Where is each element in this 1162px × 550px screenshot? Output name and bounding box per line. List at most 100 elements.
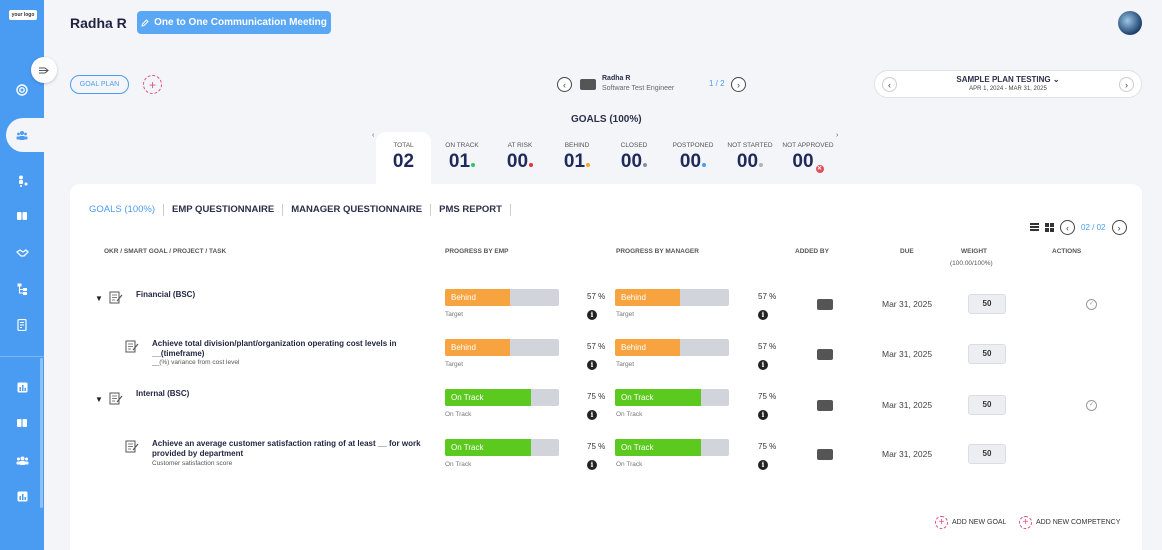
list-view-icon[interactable] [1030, 223, 1039, 232]
tab-manager-questionnaire[interactable]: MANAGER QUESTIONNAIRE [291, 204, 432, 216]
info-icon[interactable]: i [587, 410, 597, 420]
check-circle-icon[interactable]: ✓ [1086, 400, 1097, 411]
stat-total[interactable]: TOTAL 02 [376, 132, 431, 184]
info-icon[interactable]: i [587, 360, 597, 370]
prev-employee-button[interactable]: ‹ [557, 77, 572, 92]
status-dot [471, 163, 476, 167]
status-dot [643, 163, 648, 167]
added-by-avatar [817, 449, 833, 460]
progress-fill: Behind [445, 339, 510, 356]
prev-plan-button[interactable]: ‹ [882, 77, 897, 92]
add-new-competency-button[interactable]: + ADD NEW COMPETENCY [1019, 516, 1120, 529]
stat-not-started[interactable]: NOT STARTED 00 [726, 132, 774, 184]
stat-value: 01 [448, 151, 471, 172]
team-icon [13, 126, 31, 144]
one-to-one-meeting-button[interactable]: One to One Communication Meeting [137, 11, 331, 34]
next-employee-button[interactable]: › [731, 77, 746, 92]
manager-progress-percent: 57 % [758, 292, 777, 301]
goal-title[interactable]: Financial (BSC) [136, 290, 196, 299]
stats-scroll-right-icon[interactable]: › [836, 132, 839, 139]
caret-down-icon[interactable]: ▼ [95, 395, 103, 404]
info-icon[interactable]: i [758, 460, 768, 470]
goal-title[interactable]: Internal (BSC) [136, 389, 190, 398]
stat-not-approved[interactable]: NOT APPROVED 00 ✕ [781, 132, 835, 184]
bar-chart-icon[interactable] [13, 378, 31, 396]
add-new-competency-label: ADD NEW COMPETENCY [1036, 519, 1121, 526]
report-chart-icon[interactable] [13, 487, 31, 505]
people-icon[interactable] [13, 451, 31, 469]
book-open-icon[interactable] [13, 414, 31, 432]
due-date: Mar 31, 2025 [882, 299, 933, 309]
check-circle-icon[interactable]: ✓ [1086, 299, 1097, 310]
chevron-down-icon: ⌄ [1052, 75, 1060, 84]
add-plan-button[interactable]: + [143, 75, 162, 94]
page-current: 02 [1081, 223, 1090, 232]
tab-goals[interactable]: GOALS (100%) [89, 204, 164, 216]
goal-title[interactable]: Achieve an average customer satisfaction… [152, 439, 421, 458]
task-icon [109, 392, 123, 405]
prev-page-button[interactable]: ‹ [1060, 220, 1075, 235]
weight-field[interactable]: 50 [968, 444, 1006, 464]
handshake-icon[interactable] [13, 243, 31, 261]
target-icon[interactable] [13, 81, 31, 99]
sidebar-item-team-active[interactable] [6, 118, 44, 152]
person-tree-icon[interactable] [13, 172, 31, 190]
add-new-goal-button[interactable]: + ADD NEW GOAL [935, 516, 1006, 529]
progress-fill: On Track [445, 389, 531, 406]
manager-progress-caption: Target [616, 361, 635, 368]
goal-title[interactable]: Achieve total division/plant/organizatio… [152, 339, 397, 358]
sidebar-collapse-button[interactable] [31, 57, 57, 83]
emp-progress-bar: Behind [445, 289, 559, 306]
add-new-goal-label: ADD NEW GOAL [952, 519, 1007, 526]
due-date: Mar 31, 2025 [882, 349, 933, 359]
status-dot [529, 163, 534, 167]
user-avatar[interactable] [1118, 11, 1142, 35]
caret-down-icon[interactable]: ▼ [95, 294, 103, 303]
added-by-avatar [817, 349, 833, 360]
sidebar-scrollbar[interactable] [40, 358, 43, 508]
plus-icon: + [1019, 516, 1032, 529]
stat-label: TOTAL [393, 142, 414, 149]
emp-progress-percent: 57 % [587, 292, 606, 301]
goals-panel: GOALS (100%) EMP QUESTIONNAIRE MANAGER Q… [70, 184, 1142, 550]
chevron-right-icon: › [1125, 79, 1128, 90]
col-header-added-by: ADDED BY [795, 248, 829, 255]
col-header-task: OKR / SMART GOAL / PROJECT / TASK [104, 248, 227, 255]
weight-field[interactable]: 50 [968, 344, 1006, 364]
stat-on-track[interactable]: ON TRACK 01 [442, 132, 482, 184]
plan-title[interactable]: SAMPLE PLAN TESTING ⌄ [875, 75, 1141, 84]
next-plan-button[interactable]: › [1119, 77, 1134, 92]
goal-plan-button[interactable]: GOAL PLAN [70, 75, 129, 94]
weight-field[interactable]: 50 [968, 294, 1006, 314]
info-icon[interactable]: i [587, 310, 597, 320]
plan-selector[interactable]: ‹ SAMPLE PLAN TESTING ⌄ APR 1, 2024 - MA… [874, 70, 1142, 98]
col-header-due: DUE [900, 248, 914, 255]
stat-closed[interactable]: CLOSED 00 [614, 132, 654, 184]
stat-label: NOT APPROVED [782, 142, 834, 149]
info-icon[interactable]: i [758, 410, 768, 420]
document-edit-icon[interactable] [13, 316, 31, 334]
manager-progress-percent: 75 % [758, 392, 777, 401]
progress-fill: Behind [445, 289, 510, 306]
next-page-button[interactable]: › [1111, 220, 1127, 235]
sidebar-divider [0, 356, 44, 357]
progress-fill: Behind [615, 289, 680, 306]
info-icon[interactable]: i [758, 360, 768, 370]
stat-at-risk[interactable]: AT RISK 00 [500, 132, 540, 184]
info-icon[interactable]: i [758, 310, 768, 320]
hierarchy-icon[interactable] [13, 280, 31, 298]
col-header-weight-total: (100.00/100%) [950, 260, 993, 267]
grid-view-icon[interactable] [1045, 223, 1054, 232]
stat-postponed[interactable]: POSTPONED 00 [669, 132, 717, 184]
tab-pms-report[interactable]: PMS REPORT [439, 204, 511, 216]
expand-arrow-icon [39, 66, 49, 74]
tab-emp-questionnaire[interactable]: EMP QUESTIONNAIRE [172, 204, 284, 216]
weight-field[interactable]: 50 [968, 395, 1006, 415]
plus-icon: + [148, 77, 156, 92]
book-icon[interactable] [13, 207, 31, 225]
stats-scroll-left-icon[interactable]: ‹ [372, 132, 375, 139]
info-icon[interactable]: i [587, 460, 597, 470]
task-icon [125, 440, 139, 453]
table-row: ▼ Internal (BSC) On Track On Track 75 % … [70, 389, 1142, 439]
stat-behind[interactable]: BEHIND 01 [557, 132, 597, 184]
